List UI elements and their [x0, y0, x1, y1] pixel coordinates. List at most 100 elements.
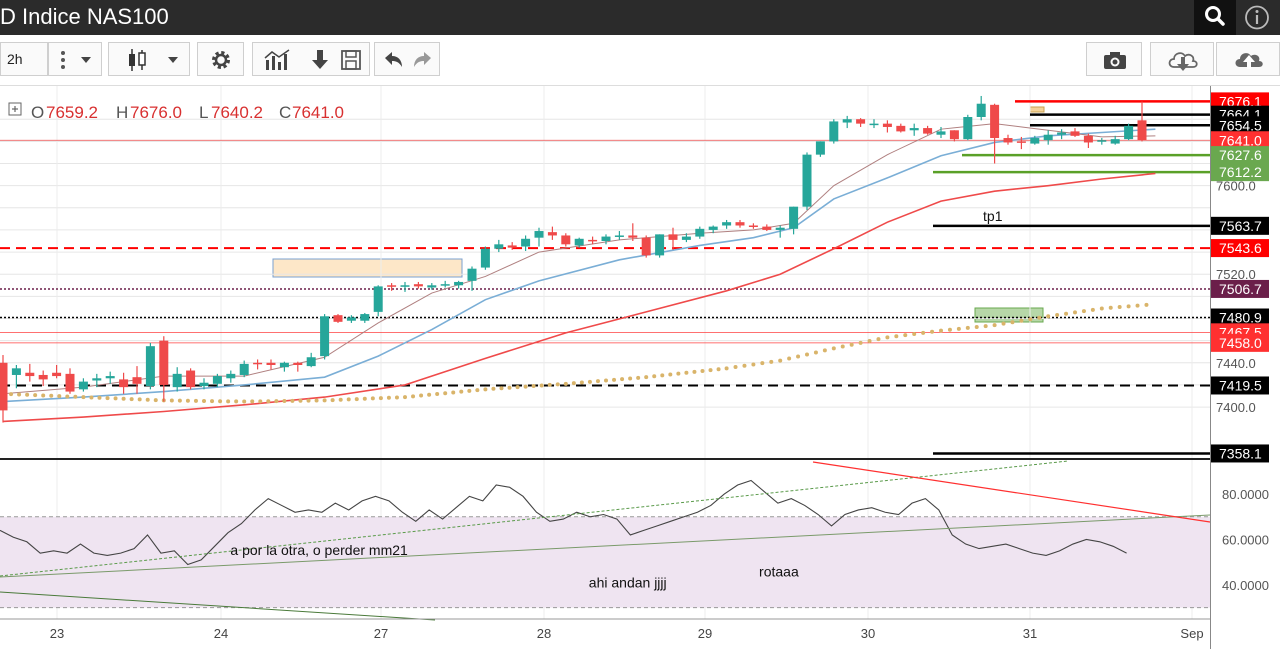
candle-body [936, 131, 946, 135]
ma-dot [1090, 307, 1095, 312]
price-level-label: 7543.6 [1219, 240, 1262, 256]
screenshot-button[interactable] [1086, 42, 1142, 76]
candle-body [119, 379, 129, 388]
candle-body [1097, 140, 1107, 142]
candle-body [199, 382, 209, 387]
candle-body [708, 226, 718, 230]
ma-dot [822, 348, 827, 353]
ma-dot [515, 385, 520, 390]
candle-body [588, 239, 598, 242]
settings-button[interactable] [197, 42, 244, 76]
ma-dot [105, 396, 110, 401]
candle-body [172, 373, 182, 388]
candle-body [655, 234, 665, 256]
ma-dot [338, 397, 343, 402]
info-button[interactable] [1240, 3, 1274, 32]
axis-divider [1210, 86, 1211, 649]
interval-button[interactable]: 2h [0, 42, 48, 76]
rsi-grid: 40.0000 60.0000 80.0000 [0, 487, 1269, 609]
ma-dot [1126, 304, 1131, 309]
rsi-annotation: a por la otra, o perder mm21 [230, 542, 408, 558]
ohlc-l-value: 7640.2 [211, 103, 263, 122]
ma-dot [571, 381, 576, 386]
price-level-label: 7641.0 [1219, 132, 1262, 148]
candle-body [306, 357, 316, 367]
ma-dot [330, 398, 335, 403]
rsi-tick-label: 80.0000 [1222, 487, 1269, 502]
title-bar: D Indice NAS100 [0, 0, 1280, 35]
ma-dot [1028, 317, 1033, 322]
ma-dot [121, 396, 126, 401]
price-tick-label: 7520.0 [1216, 267, 1256, 282]
ma-dot [218, 399, 223, 404]
ma-dot [539, 383, 544, 388]
candle-body [440, 284, 450, 286]
ma-dot [1135, 303, 1140, 308]
camera-icon [1104, 52, 1126, 69]
candle-body [132, 377, 142, 384]
undo-icon[interactable] [381, 49, 405, 71]
ohlc-h-label: H [116, 103, 128, 122]
trend-lines [0, 460, 1211, 621]
price-level-label: 7458.0 [1219, 335, 1262, 351]
ma-dot [97, 395, 102, 400]
expand-icon[interactable] [8, 102, 22, 116]
ma-dot [298, 398, 303, 403]
candle-body [186, 370, 196, 388]
search-button[interactable] [1194, 0, 1236, 35]
ma-dot [242, 399, 247, 404]
ma-dot [483, 387, 488, 392]
redo-icon[interactable] [411, 49, 435, 71]
ma-dot [974, 324, 979, 329]
ma-dot [563, 381, 568, 386]
price-level-label: 7612.2 [1219, 164, 1262, 180]
candle-body [547, 232, 557, 236]
info-icon [1245, 5, 1269, 30]
candle-body [748, 225, 758, 227]
ma-dot [523, 384, 528, 389]
ma-dot [427, 392, 432, 397]
candle-body [695, 228, 705, 237]
chart-area[interactable]: 40.0000 60.0000 80.0000 tp1 a por la otra, … [0, 86, 1280, 649]
small-marker-box [1029, 106, 1045, 113]
candle-body [1003, 138, 1013, 143]
green-zone-box [974, 307, 1044, 323]
ma-dot [266, 399, 271, 404]
indicators-icon[interactable] [263, 48, 293, 72]
ma-dot [419, 393, 424, 398]
candle-body [1110, 139, 1120, 144]
ohlc-o-value: 7659.2 [46, 103, 98, 122]
ma-dot [1073, 310, 1077, 315]
interval-dropdown[interactable] [48, 42, 102, 76]
ma-dot [193, 398, 198, 403]
candlestick-icon [129, 49, 178, 71]
cloud-download-button[interactable] [1150, 42, 1214, 76]
history-group [374, 42, 440, 76]
ma-dot [274, 399, 279, 404]
candle-body [1057, 132, 1067, 135]
ma-dot [894, 334, 899, 339]
chart-type-button[interactable] [108, 42, 190, 76]
candle-body [775, 227, 785, 230]
candle-body [253, 362, 263, 365]
ma-dot [49, 393, 54, 398]
ma-dot [451, 390, 456, 395]
more-vertical-icon [61, 51, 91, 69]
candle-body [293, 362, 303, 365]
candle-body [159, 340, 169, 385]
candles [0, 95, 1147, 423]
rsi-tick-label: 60.0000 [1222, 533, 1269, 548]
ma-dot [1055, 312, 1060, 317]
cloud-upload-button[interactable] [1216, 42, 1280, 76]
candle-body [601, 236, 611, 241]
rsi-dashed-trendline [0, 460, 1069, 577]
price-level-box [1211, 279, 1269, 298]
ma-dot [403, 395, 407, 400]
moving-averages [1, 123, 1156, 423]
price-level-label: 7654.5 [1219, 117, 1262, 133]
download-icon[interactable] [309, 48, 331, 72]
ma-dot [411, 394, 416, 399]
ma-dot [435, 392, 440, 397]
save-icon[interactable] [339, 48, 363, 72]
ma-dot [939, 328, 943, 333]
